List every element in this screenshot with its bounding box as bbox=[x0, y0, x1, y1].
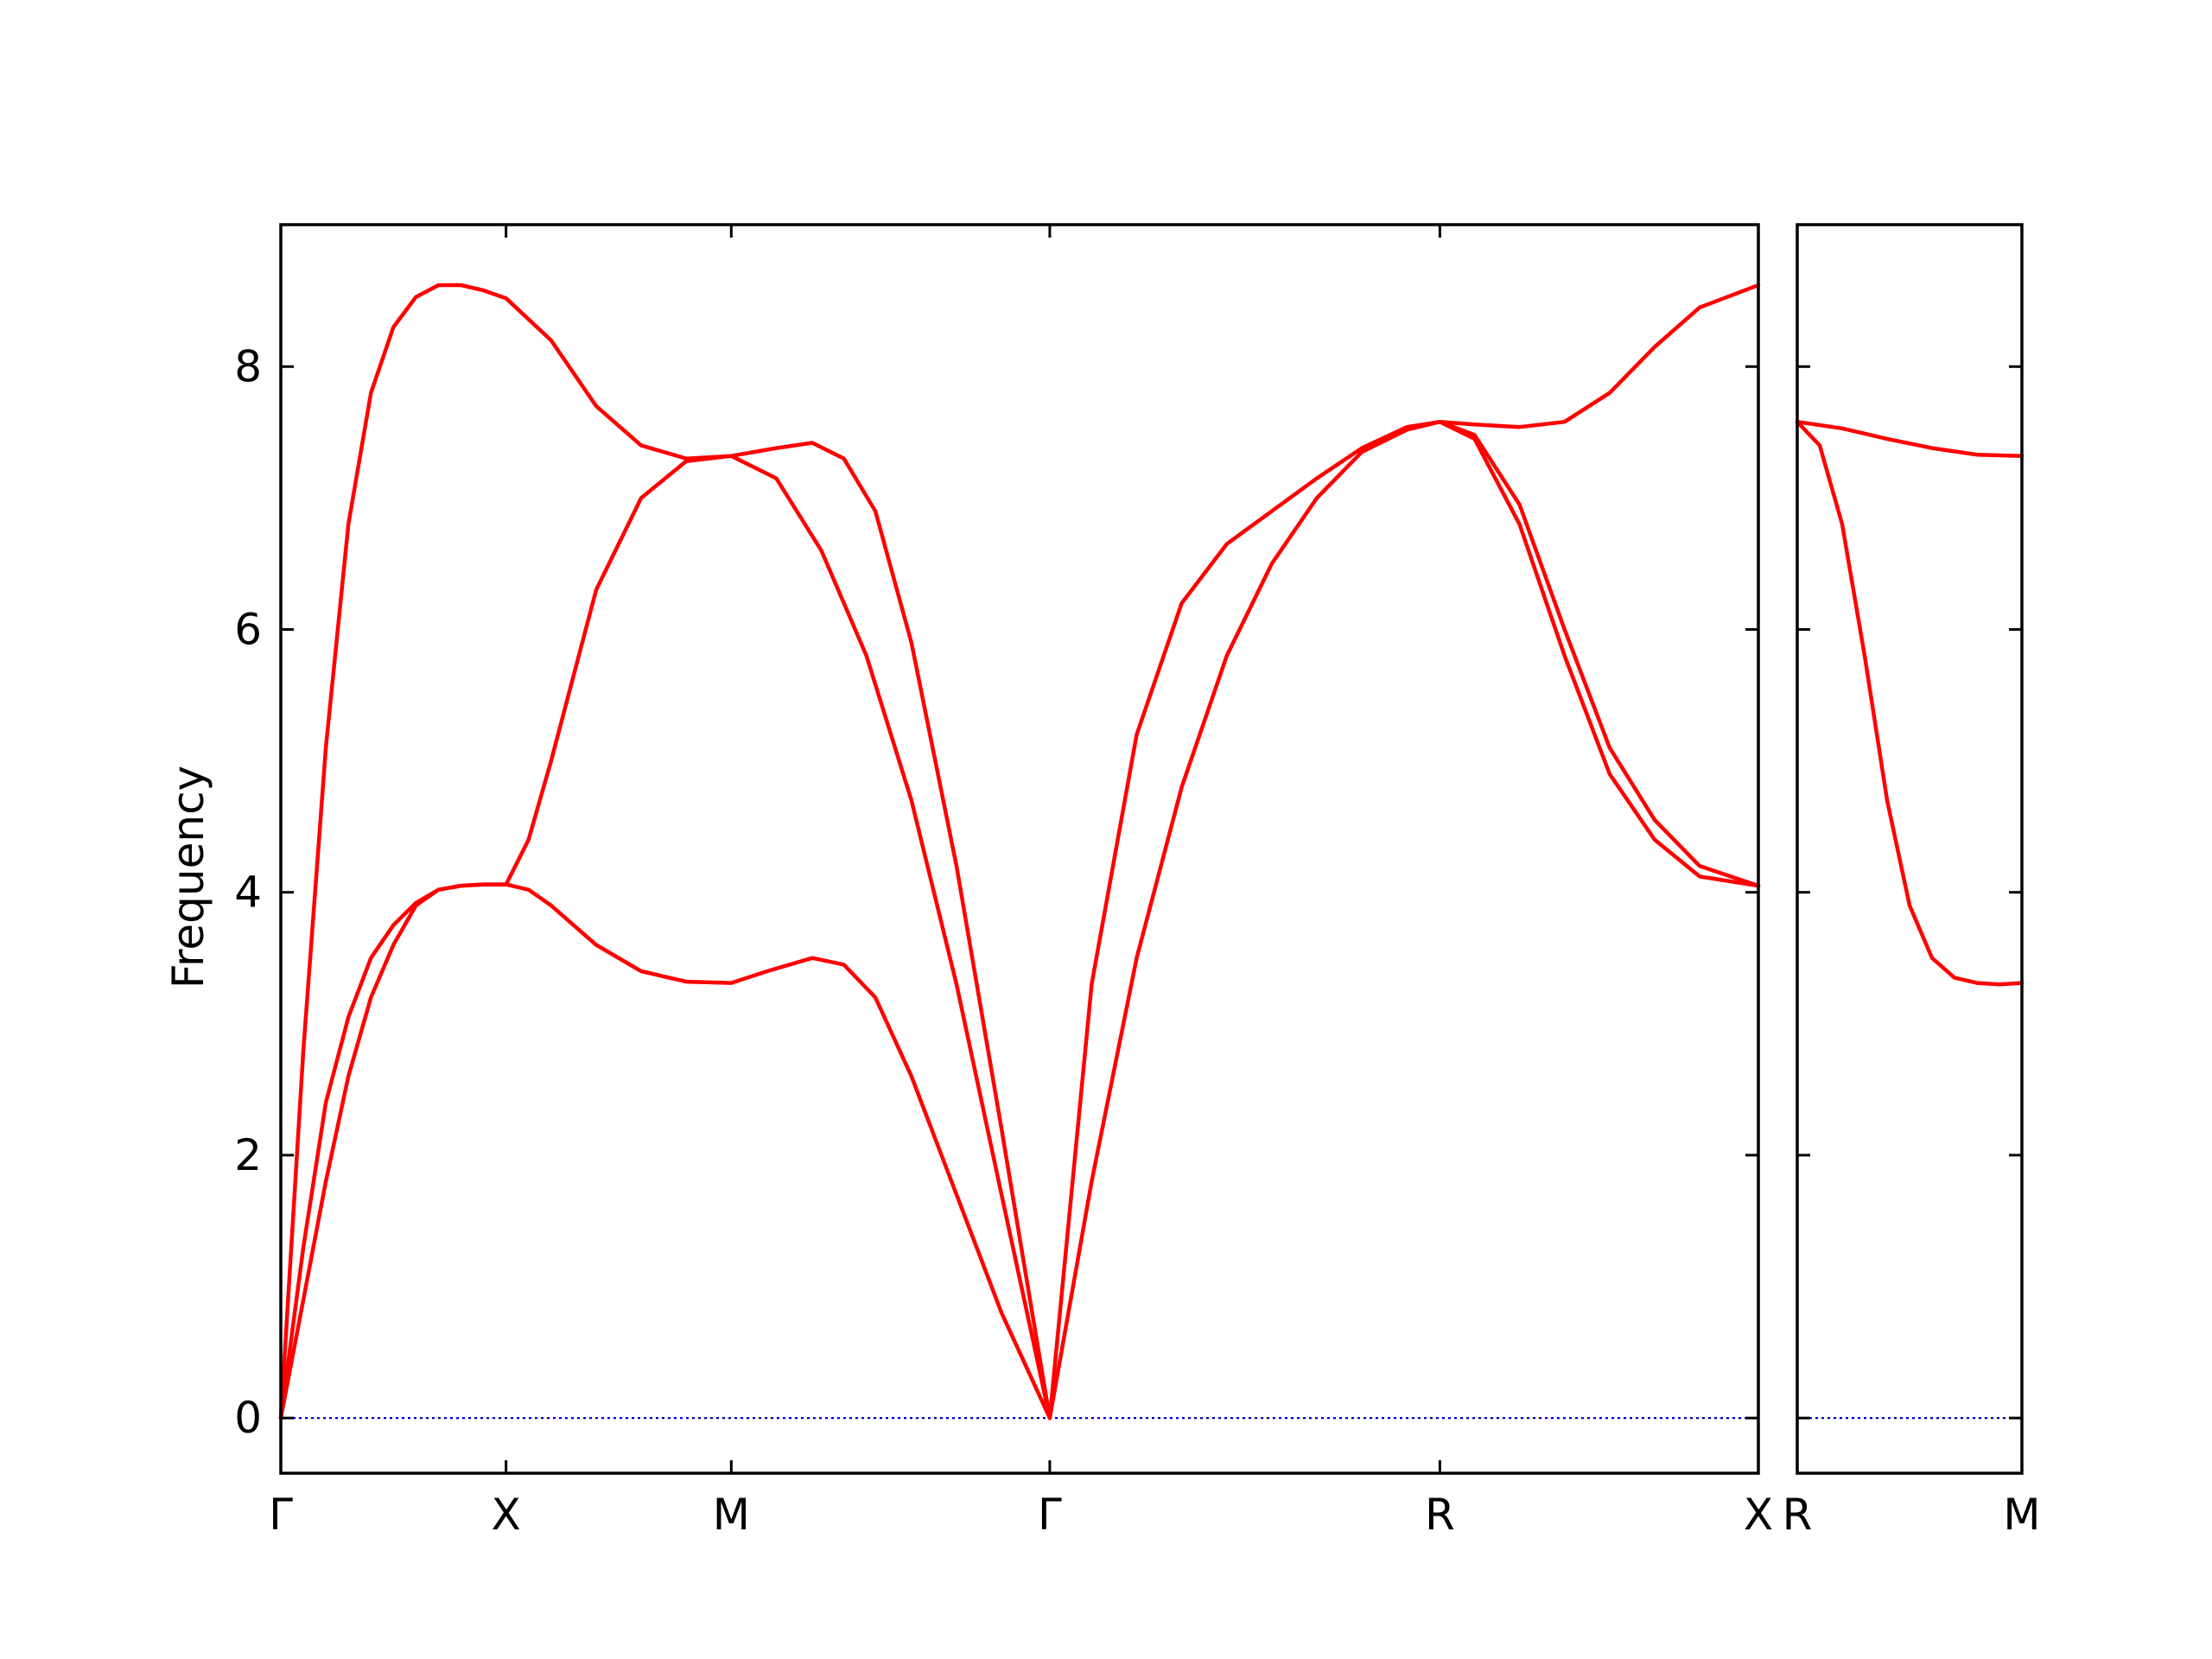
y-tick-label: 4 bbox=[234, 868, 262, 918]
axes-frames bbox=[279, 223, 2024, 1475]
y-tick-label: 0 bbox=[234, 1393, 262, 1443]
band-line-panel-1-1 bbox=[278, 882, 1052, 1421]
band-line-panel-1-2 bbox=[278, 454, 1052, 1421]
band-line-panel-2-1 bbox=[1795, 419, 2024, 987]
y-tick-label: 6 bbox=[234, 604, 262, 654]
axes-frame-panel-2 bbox=[1796, 223, 2024, 1475]
x-tick-label: Γ bbox=[1038, 1490, 1062, 1540]
x-tick-label: R bbox=[1425, 1490, 1455, 1540]
x-tick-label: X bbox=[1744, 1490, 1773, 1540]
y-tick-label: 2 bbox=[234, 1130, 262, 1180]
x-tick-label: M bbox=[713, 1490, 750, 1540]
y-axis-label: Frequency bbox=[163, 766, 213, 988]
bands-layer bbox=[278, 283, 2024, 1421]
x-tick-label: X bbox=[492, 1490, 521, 1540]
x-tick-label: Γ bbox=[269, 1490, 293, 1540]
axes-frame-panel-1 bbox=[279, 223, 1760, 1475]
x-tick-label: M bbox=[2003, 1490, 2040, 1540]
ticks-layer bbox=[279, 225, 2024, 1473]
band-line-panel-1-4 bbox=[1047, 419, 1761, 1421]
band-line-panel-1-3 bbox=[278, 283, 1052, 1421]
band-line-panel-1-6 bbox=[1438, 283, 1761, 429]
x-tick-label: R bbox=[1783, 1490, 1813, 1540]
y-tick-label: 8 bbox=[234, 341, 262, 391]
band-line-panel-1-5 bbox=[1047, 419, 1761, 1421]
band-line-panel-2-2 bbox=[1795, 419, 2024, 458]
